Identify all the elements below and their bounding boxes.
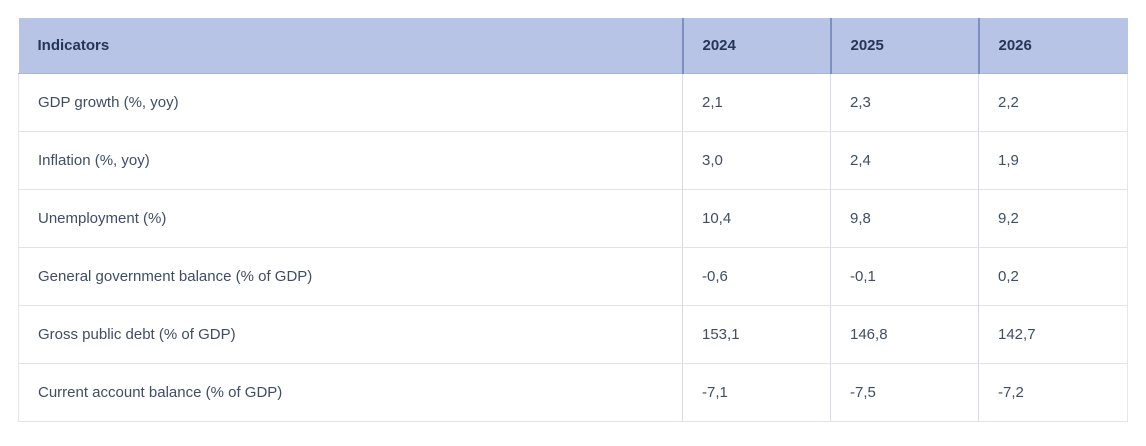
table-cell: 142,7 [978,305,1128,364]
table-row: Unemployment (%) 10,4 9,8 9,2 [18,189,1128,248]
table-row: General government balance (% of GDP) -0… [18,247,1128,306]
header-cell-2025: 2025 [829,18,979,74]
table-cell: 9,8 [830,189,979,248]
table-cell: -0,6 [682,247,831,306]
table-cell: 2,3 [830,73,979,132]
indicators-table-container: Indicators 2024 2025 2026 GDP growth (%,… [18,18,1128,422]
table-cell: 3,0 [682,131,831,190]
row-label: Gross public debt (% of GDP) [18,305,683,364]
table-header-row: Indicators 2024 2025 2026 [18,18,1128,74]
table-row: GDP growth (%, yoy) 2,1 2,3 2,2 [18,73,1128,132]
header-cell-2024: 2024 [681,18,831,74]
row-label: GDP growth (%, yoy) [18,73,683,132]
table-cell: 146,8 [830,305,979,364]
table-row: Gross public debt (% of GDP) 153,1 146,8… [18,305,1128,364]
row-label: Unemployment (%) [18,189,683,248]
table-cell: 0,2 [978,247,1128,306]
table-row: Current account balance (% of GDP) -7,1 … [18,363,1128,422]
table-cell: 9,2 [978,189,1128,248]
table-cell: -7,5 [830,363,979,422]
table-cell: 2,1 [682,73,831,132]
header-cell-indicators: Indicators [18,18,683,74]
row-label: Current account balance (% of GDP) [18,363,683,422]
table-cell: 153,1 [682,305,831,364]
table-cell: 1,9 [978,131,1128,190]
row-label: General government balance (% of GDP) [18,247,683,306]
table-cell: -7,1 [682,363,831,422]
table-cell: 2,4 [830,131,979,190]
header-cell-2026: 2026 [977,18,1128,74]
table-row: Inflation (%, yoy) 3,0 2,4 1,9 [18,131,1128,190]
table-cell: 2,2 [978,73,1128,132]
table-cell: -0,1 [830,247,979,306]
table-cell: -7,2 [978,363,1128,422]
indicators-table: Indicators 2024 2025 2026 GDP growth (%,… [18,18,1128,422]
table-cell: 10,4 [682,189,831,248]
row-label: Inflation (%, yoy) [18,131,683,190]
